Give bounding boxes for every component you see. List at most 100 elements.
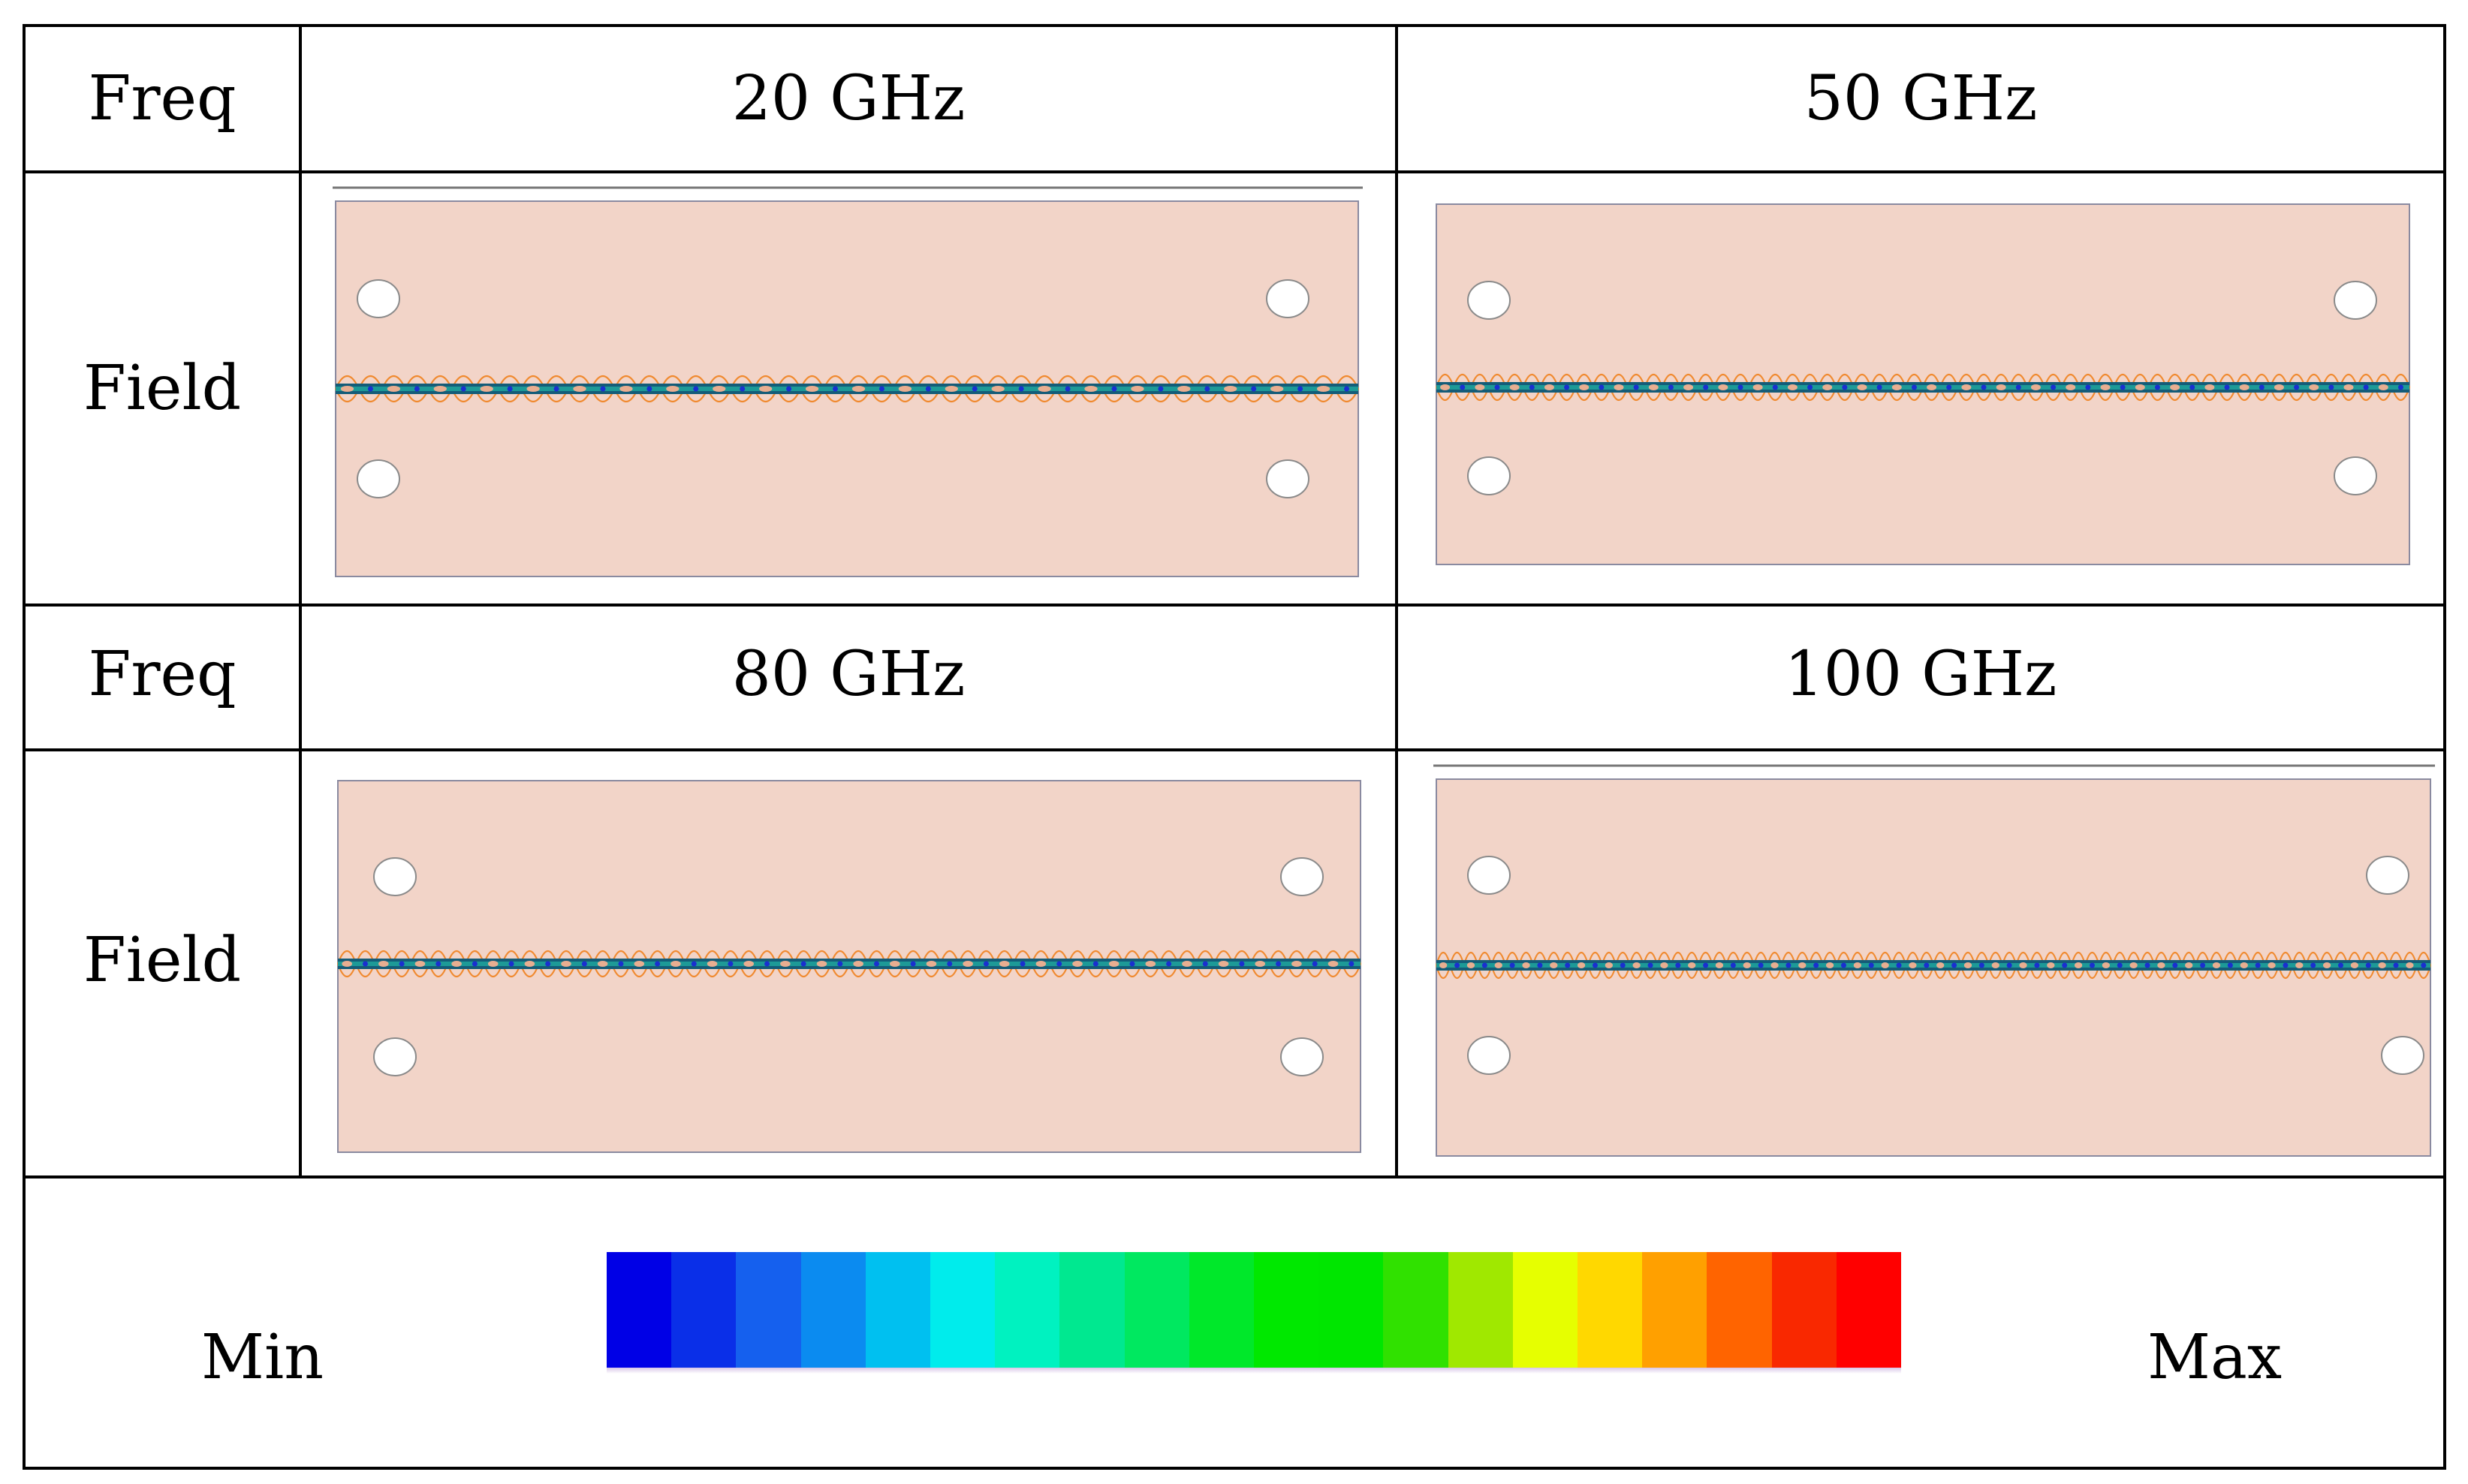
- field-node: [1978, 962, 1984, 968]
- colorbar-segment: [1707, 1252, 1772, 1370]
- mounting-hole: [2334, 456, 2377, 495]
- field-node: [1056, 961, 1062, 967]
- field-hot-spot: [1579, 384, 1590, 390]
- field-hot-spot: [1936, 962, 1945, 968]
- field-node: [925, 386, 931, 392]
- field-node: [1509, 962, 1515, 968]
- field-node: [1896, 962, 1902, 968]
- field-hot-spot: [1038, 386, 1051, 392]
- field-node: [2363, 384, 2369, 390]
- field-hot-spot: [1715, 962, 1724, 968]
- mounting-hole: [1266, 279, 1309, 318]
- row-divider: [26, 170, 2443, 173]
- field-hot-spot: [1798, 962, 1807, 968]
- field-hot-spot: [1466, 962, 1475, 968]
- field-node: [2172, 962, 2178, 968]
- field-hot-spot: [963, 961, 973, 967]
- field-hot-spot: [898, 386, 912, 392]
- field-hot-spot: [1660, 962, 1668, 968]
- mounting-hole: [1280, 1037, 1324, 1076]
- field-hot-spot: [1145, 961, 1156, 967]
- field-node: [2328, 384, 2334, 390]
- field-hot-spot: [1743, 962, 1751, 968]
- field-hot-spot: [342, 961, 352, 967]
- field-hot-spot: [1577, 962, 1586, 968]
- field-hot-spot: [1084, 386, 1098, 392]
- field-hot-spot: [2406, 962, 2414, 968]
- field-hot-spot: [1439, 962, 1448, 968]
- field-node: [2393, 962, 2399, 968]
- mounting-hole: [1467, 1036, 1511, 1075]
- field-node: [1565, 962, 1571, 968]
- field-hot-spot: [666, 386, 680, 392]
- field-hot-spot: [1177, 386, 1191, 392]
- field-hot-spot: [1108, 961, 1119, 967]
- field-node: [2051, 384, 2057, 390]
- field-hot-spot: [2170, 384, 2180, 390]
- field-hot-spot: [1440, 384, 1451, 390]
- colorbar-segment: [671, 1252, 737, 1370]
- field-node: [2421, 962, 2427, 968]
- colorbar-segment: [1059, 1252, 1125, 1370]
- mounting-hole: [2366, 856, 2409, 895]
- field-node: [581, 961, 587, 967]
- field-node: [460, 386, 466, 392]
- field-node: [1349, 961, 1355, 967]
- field-hot-spot: [451, 961, 462, 967]
- field-node: [1158, 386, 1164, 392]
- field-hot-spot: [2074, 962, 2083, 968]
- colorbar-segment: [1448, 1252, 1513, 1370]
- mounting-hole: [357, 279, 400, 318]
- field-hot-spot: [1131, 386, 1144, 392]
- field-hot-spot: [1648, 384, 1659, 390]
- field-hot-spot: [1522, 962, 1530, 968]
- field-hot-spot: [1891, 384, 1902, 390]
- field-node: [1454, 962, 1460, 968]
- field-hot-spot: [1822, 384, 1833, 390]
- colorbar-segment: [736, 1252, 801, 1370]
- field-hot-spot: [2047, 962, 2055, 968]
- field-hot-spot: [2157, 962, 2165, 968]
- field-node: [2062, 962, 2068, 968]
- field-hot-spot: [1787, 384, 1798, 390]
- field-node: [1481, 962, 1487, 968]
- field-hot-spot: [816, 961, 827, 967]
- field-hot-spot: [999, 961, 1010, 967]
- field-node: [414, 386, 420, 392]
- field-node: [2397, 384, 2403, 390]
- field-hot-spot: [707, 961, 718, 967]
- field-node: [1297, 386, 1303, 392]
- field-node: [1813, 962, 1819, 968]
- field-node: [2015, 384, 2021, 390]
- field-node: [1494, 384, 1500, 390]
- field-node: [833, 386, 839, 392]
- legend-min-label: Min: [201, 1322, 324, 1393]
- field-node: [2006, 962, 2012, 968]
- field-node: [691, 961, 697, 967]
- field-plot-80ghz: [323, 773, 1367, 1156]
- field-hot-spot: [2350, 962, 2359, 968]
- field-node: [472, 961, 478, 967]
- mounting-hole: [1467, 281, 1511, 320]
- colorbar-segment: [1254, 1252, 1319, 1370]
- field-node: [545, 961, 551, 967]
- field-hot-spot: [1291, 961, 1302, 967]
- field-node: [786, 386, 792, 392]
- freq-20ghz-label: 20 GHz: [731, 62, 966, 134]
- mounting-hole: [373, 1037, 417, 1076]
- freq-80ghz-label: 80 GHz: [731, 638, 966, 710]
- field-node: [1276, 961, 1282, 967]
- field-hot-spot: [1857, 384, 1867, 390]
- field-hot-spot: [1270, 386, 1284, 392]
- mounting-hole: [2381, 1036, 2424, 1075]
- field-node: [728, 961, 734, 967]
- field-node: [1202, 961, 1208, 967]
- field-node: [553, 386, 559, 392]
- field-hot-spot: [1614, 384, 1624, 390]
- field-node: [1876, 384, 1882, 390]
- colorbar-segment: [930, 1252, 996, 1370]
- field-hot-spot: [1881, 962, 1889, 968]
- field-node: [2294, 384, 2300, 390]
- field-hot-spot: [2309, 384, 2319, 390]
- field-node: [2154, 384, 2160, 390]
